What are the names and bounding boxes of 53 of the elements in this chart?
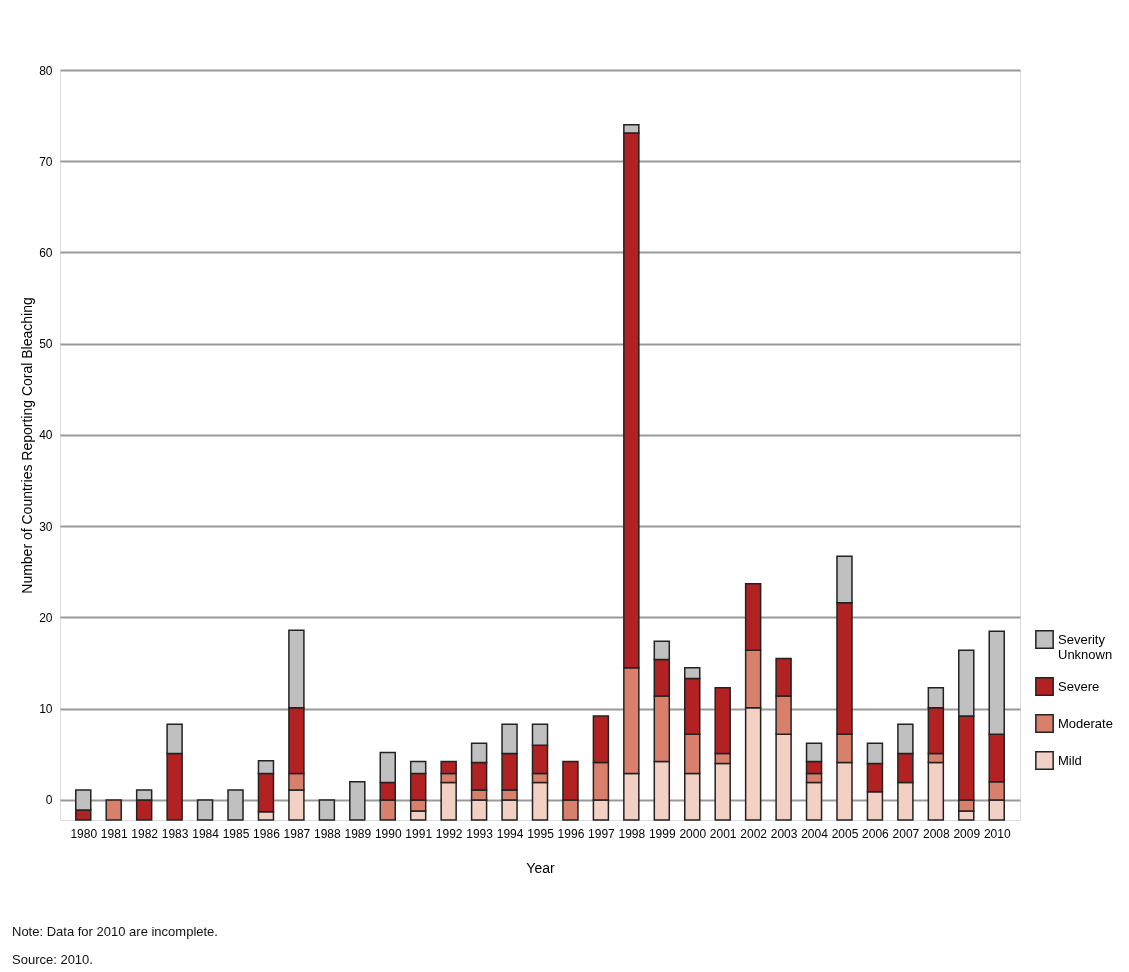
x-tick-label: 1994 bbox=[496, 826, 524, 841]
bar bbox=[105, 799, 122, 821]
x-tick-label: 2010 bbox=[983, 826, 1011, 841]
source-note: Source: 2010. bbox=[12, 952, 93, 967]
y-tick-label: 20 bbox=[39, 610, 53, 625]
bar bbox=[318, 799, 336, 821]
y-tick-label: 60 bbox=[39, 245, 53, 260]
bar bbox=[227, 789, 244, 821]
x-tick-label: 1996 bbox=[557, 826, 585, 841]
x-tick-label: 1990 bbox=[374, 826, 402, 841]
x-tick-label: 1989 bbox=[344, 826, 372, 841]
y-tick-label: 0 bbox=[45, 793, 53, 808]
x-tick-label: 1986 bbox=[253, 826, 281, 841]
x-tick-label: 2003 bbox=[770, 826, 798, 841]
legend-label: Mild bbox=[1058, 752, 1082, 768]
legend-label: Severity Unknown bbox=[1058, 631, 1113, 662]
x-tick-label: 2006 bbox=[862, 826, 890, 841]
x-tick-label: 2009 bbox=[953, 826, 981, 841]
x-tick-label: 2000 bbox=[679, 826, 707, 841]
x-tick-label: 2007 bbox=[892, 826, 920, 841]
bar bbox=[349, 780, 366, 821]
x-tick-label: 1993 bbox=[466, 826, 494, 841]
x-tick-label: 2008 bbox=[922, 826, 950, 841]
x-tick-label: 1982 bbox=[131, 826, 159, 841]
y-tick-label: 40 bbox=[39, 428, 53, 443]
x-tick-label: 1987 bbox=[283, 826, 311, 841]
y-tick-label: 30 bbox=[39, 519, 53, 534]
legend-label: Moderate bbox=[1058, 715, 1113, 731]
x-tick-label: 2001 bbox=[709, 826, 737, 841]
x-axis-title: Year bbox=[526, 859, 555, 876]
text: Note: Data for 2010 are incomplete. bbox=[12, 924, 218, 939]
y-tick-label: 50 bbox=[39, 337, 53, 352]
x-tick-label: 1984 bbox=[192, 826, 220, 841]
y-tick-label: 80 bbox=[39, 63, 53, 78]
bar bbox=[196, 799, 214, 821]
x-tick-label: 1981 bbox=[100, 826, 128, 841]
x-tick-label: 1991 bbox=[405, 826, 433, 841]
x-tick-label: 1992 bbox=[435, 826, 463, 841]
x-tick-label: 1985 bbox=[222, 826, 250, 841]
y-tick-label: 70 bbox=[39, 154, 53, 169]
x-tick-label: 1998 bbox=[618, 826, 646, 841]
legend-label: Severe bbox=[1058, 678, 1100, 694]
x-tick-label: 1983 bbox=[161, 826, 189, 841]
x-tick-label: 1999 bbox=[648, 826, 676, 841]
y-tick-label: 10 bbox=[39, 702, 53, 717]
x-tick-label: 1988 bbox=[314, 826, 342, 841]
x-tick-label: 2002 bbox=[740, 826, 768, 841]
x-tick-label: 1980 bbox=[70, 826, 98, 841]
x-tick-label: 1995 bbox=[527, 826, 555, 841]
x-tick-label: 2004 bbox=[801, 826, 829, 841]
x-tick-label: 1997 bbox=[588, 826, 616, 841]
x-tick-label: 2005 bbox=[831, 826, 859, 841]
y-axis-title: Number of Countries Reporting Coral Bleaching bbox=[19, 297, 36, 594]
